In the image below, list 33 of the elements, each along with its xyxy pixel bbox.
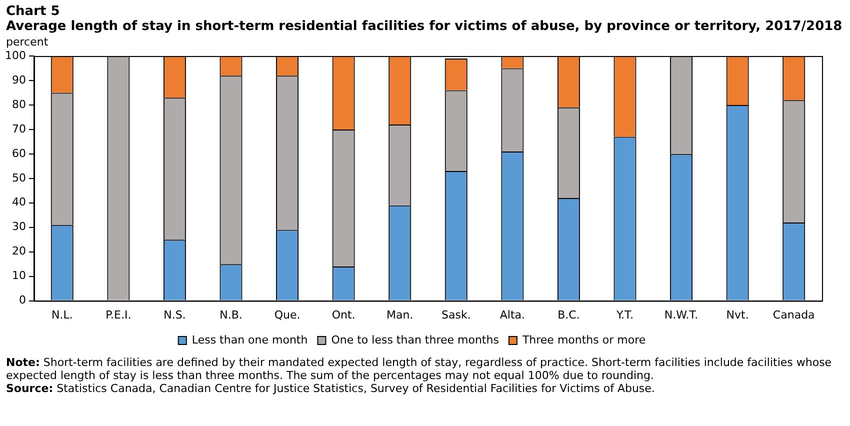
y-tick-label: 50 (12, 171, 26, 184)
y-tick-label: 40 (12, 196, 26, 209)
x-tick-label: Ont. (332, 308, 356, 322)
source-note: Source: Statistics Canada, Canadian Centre for Justice Statistics, Survey of Residential Facilities for Victims of Abuse. (6, 382, 656, 395)
y-tick-label: 70 (12, 122, 26, 136)
x-tick-label: N.W.T. (664, 308, 698, 322)
legend-label: Less than one month (192, 333, 308, 346)
y-tick-label: 30 (12, 220, 26, 234)
x-tick-label: N.S. (164, 308, 186, 322)
y-tick-label: 90 (12, 73, 26, 86)
x-tick-label: Que. (274, 308, 300, 322)
chart-title: Chart 5 (6, 4, 61, 19)
chart-subtitle: Average length of stay in short-term residential facilities for victims of abuse, by province or territory, 2017/2018 (6, 19, 844, 34)
y-tick-label: 100 (4, 48, 26, 62)
y-axis-title: percent (6, 35, 49, 48)
y-tick-label: 20 (12, 244, 26, 258)
y-tick-label: 0 (18, 294, 26, 307)
y-tick-label: 60 (12, 146, 26, 160)
x-tick-label: Sask. (441, 308, 471, 322)
text: Note: Short-term facilities are defined by their mandated expected length of stay, regardless of practice. Short-term facilities include facilities whose expected length of stay is less than three months. The sum of the percentages may not equal 100% due to rounding. (6, 356, 833, 382)
x-tick-label: Y.T. (616, 308, 634, 322)
y-tick-label: 10 (12, 269, 26, 282)
x-tick-label: B.C. (558, 308, 580, 322)
x-tick-label: N.B. (220, 308, 242, 322)
y-tick-label: 80 (12, 98, 26, 111)
legend-label: One to less than three months (331, 333, 500, 346)
x-tick-label: Nvt. (726, 308, 749, 322)
x-tick-label: Alta. (500, 308, 525, 322)
x-tick-label: Man. (386, 308, 414, 322)
legend-label: Three months or more (521, 333, 646, 346)
x-tick-label: N.L. (51, 308, 73, 322)
x-tick-label: P.E.I. (106, 308, 132, 322)
x-tick-label: Canada (772, 308, 815, 322)
